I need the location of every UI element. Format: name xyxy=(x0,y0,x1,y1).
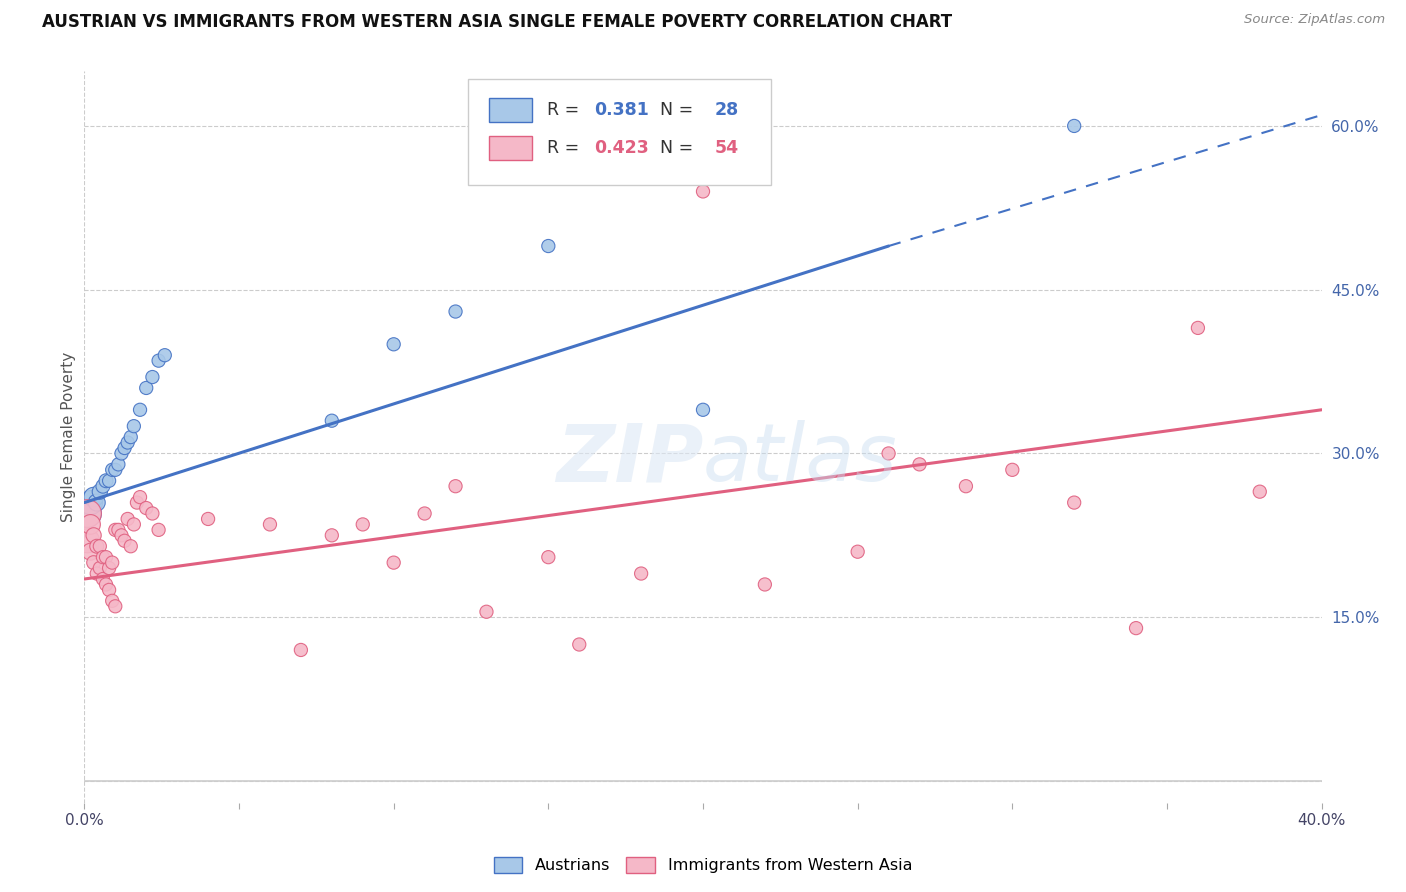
Point xyxy=(1063,495,1085,509)
Point xyxy=(94,550,117,565)
Point xyxy=(91,479,114,493)
Point xyxy=(110,528,132,542)
Point xyxy=(98,474,121,488)
Text: Source: ZipAtlas.com: Source: ZipAtlas.com xyxy=(1244,13,1385,27)
Point xyxy=(76,507,98,521)
Point xyxy=(120,539,142,553)
Point xyxy=(125,495,148,509)
Point xyxy=(1187,321,1209,335)
Legend: Austrians, Immigrants from Western Asia: Austrians, Immigrants from Western Asia xyxy=(486,850,920,880)
Point xyxy=(94,474,117,488)
Text: N =: N = xyxy=(648,101,699,120)
Text: N =: N = xyxy=(648,139,699,157)
Point xyxy=(86,495,108,509)
Point xyxy=(79,517,101,532)
Text: R =: R = xyxy=(547,139,585,157)
Point xyxy=(110,446,132,460)
Point xyxy=(114,441,136,455)
Point xyxy=(98,561,121,575)
Text: R =: R = xyxy=(547,101,585,120)
Point xyxy=(114,533,136,548)
Point xyxy=(290,643,312,657)
Point xyxy=(475,605,498,619)
Point xyxy=(352,517,374,532)
Point xyxy=(444,304,467,318)
Point xyxy=(382,556,405,570)
Point xyxy=(104,599,127,614)
Text: AUSTRIAN VS IMMIGRANTS FROM WESTERN ASIA SINGLE FEMALE POVERTY CORRELATION CHART: AUSTRIAN VS IMMIGRANTS FROM WESTERN ASIA… xyxy=(42,13,952,31)
Point xyxy=(413,507,436,521)
Point xyxy=(321,414,343,428)
Point xyxy=(107,458,129,472)
Point xyxy=(908,458,931,472)
Point xyxy=(141,507,163,521)
FancyBboxPatch shape xyxy=(468,78,770,185)
Point xyxy=(101,463,124,477)
Point xyxy=(955,479,977,493)
FancyBboxPatch shape xyxy=(489,98,533,122)
Point xyxy=(754,577,776,591)
Point xyxy=(76,533,98,548)
Point xyxy=(104,523,127,537)
Point xyxy=(877,446,900,460)
Point xyxy=(94,577,117,591)
Point xyxy=(135,501,157,516)
Point xyxy=(599,141,621,155)
Point xyxy=(1063,119,1085,133)
Point xyxy=(83,490,105,504)
Text: atlas: atlas xyxy=(703,420,898,498)
Text: ZIP: ZIP xyxy=(555,420,703,498)
Point xyxy=(107,523,129,537)
Point xyxy=(197,512,219,526)
Point xyxy=(83,528,105,542)
Point xyxy=(692,402,714,417)
Point xyxy=(630,566,652,581)
Point xyxy=(104,463,127,477)
Point xyxy=(1001,463,1024,477)
Point xyxy=(79,495,101,509)
Point xyxy=(120,430,142,444)
Point xyxy=(444,479,467,493)
Point xyxy=(846,545,869,559)
Point xyxy=(76,507,98,521)
Point xyxy=(1125,621,1147,635)
Point xyxy=(89,484,111,499)
Point xyxy=(129,490,152,504)
Point xyxy=(1249,484,1271,499)
Text: 0.423: 0.423 xyxy=(595,139,650,157)
FancyBboxPatch shape xyxy=(489,136,533,160)
Point xyxy=(135,381,157,395)
Point xyxy=(91,550,114,565)
Text: 0.381: 0.381 xyxy=(595,101,650,120)
Point xyxy=(122,419,145,434)
Point xyxy=(117,512,139,526)
Point xyxy=(259,517,281,532)
Point xyxy=(89,561,111,575)
Point xyxy=(537,239,560,253)
Point xyxy=(86,566,108,581)
Point xyxy=(89,539,111,553)
Point xyxy=(148,353,170,368)
Point xyxy=(153,348,176,362)
Point xyxy=(382,337,405,351)
Point xyxy=(537,550,560,565)
Point xyxy=(122,517,145,532)
Point xyxy=(101,594,124,608)
Point xyxy=(98,582,121,597)
Point xyxy=(692,185,714,199)
Point xyxy=(83,556,105,570)
Point xyxy=(101,556,124,570)
Point xyxy=(568,638,591,652)
Point xyxy=(117,435,139,450)
Text: 28: 28 xyxy=(714,101,738,120)
Point xyxy=(321,528,343,542)
Point xyxy=(79,545,101,559)
Point xyxy=(129,402,152,417)
Text: 54: 54 xyxy=(714,139,738,157)
Y-axis label: Single Female Poverty: Single Female Poverty xyxy=(60,352,76,522)
Point xyxy=(91,572,114,586)
Point xyxy=(141,370,163,384)
Point xyxy=(86,539,108,553)
Point xyxy=(148,523,170,537)
